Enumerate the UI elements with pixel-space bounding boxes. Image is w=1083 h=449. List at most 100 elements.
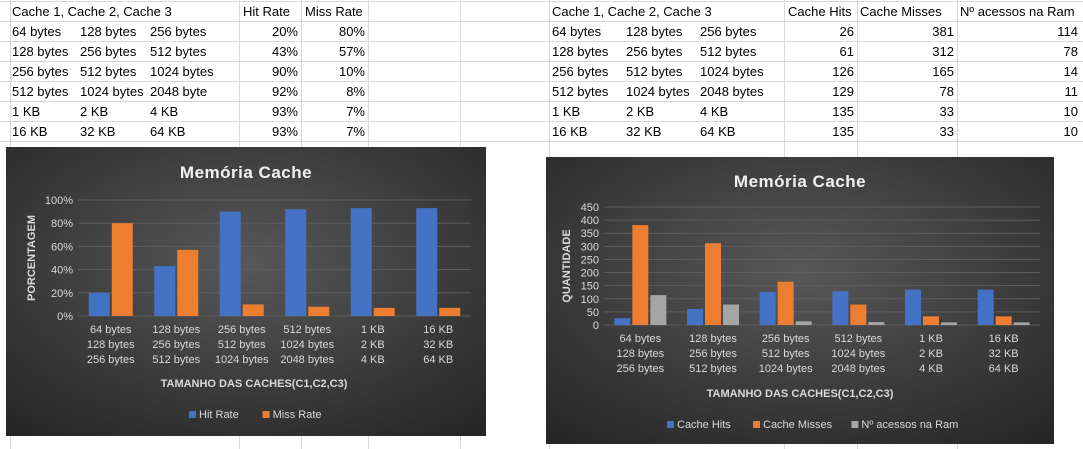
cell-hit-rate[interactable]: 93% [271,104,298,119]
cell-cache1[interactable]: 128 bytes [12,44,69,59]
cell-cache-misses[interactable]: 381 [932,24,954,39]
cell-cache1[interactable]: 256 bytes [12,64,69,79]
cell-cache3[interactable]: 1024 bytes [150,64,214,79]
cell-miss-rate[interactable]: 7% [346,124,365,139]
cell-cache-hits[interactable]: 129 [832,84,854,99]
cell-cache3[interactable]: 512 bytes [150,44,207,59]
cell-cache-hits[interactable]: 135 [832,104,854,119]
cell-cache3[interactable]: 512 bytes [700,44,757,59]
header-cache-sizes[interactable]: Cache 1, Cache 2, Cache 3 [552,4,712,19]
cell-cache-hits[interactable]: 126 [832,64,854,79]
cell-ram-accesses[interactable]: 11 [1064,84,1079,99]
cell-cache2[interactable]: 1024 bytes [626,84,690,99]
cell-miss-rate[interactable]: 80% [338,24,365,39]
bar-cache-hits [832,291,849,325]
chart-hits-misses-count[interactable]: Memória Cache 0 50 100 150 200 250 300 350 400 450… [546,157,1054,444]
cell-cache-hits[interactable]: 61 [839,44,854,59]
cell-cache-misses[interactable]: 165 [932,64,954,79]
bar-cache-hits [759,291,776,325]
cell-cache-misses[interactable]: 33 [939,104,954,119]
cell-cache1[interactable]: 512 bytes [12,84,69,99]
bar-miss-rate [308,306,330,316]
cell-cache2[interactable]: 256 bytes [80,44,137,59]
bar-n-acessos-na-ram [1013,322,1030,325]
header-hit-rate[interactable]: Hit Rate [243,4,290,19]
x-tick-label: 128 bytes [689,333,737,345]
header-cache-hits[interactable]: Cache Hits [788,4,852,19]
cell-miss-rate[interactable]: 57% [338,44,365,59]
cell-miss-rate[interactable]: 7% [346,104,365,119]
cell-cache1[interactable]: 16 KB [552,124,588,139]
x-axis-title: TAMANHO DAS CACHES(C1,C2,C3) [707,388,894,400]
cell-hit-rate[interactable]: 43% [271,44,298,59]
x-tick-label: 1024 bytes [280,339,334,351]
header-ram-accesses[interactable]: Nº acessos na Ram [960,4,1075,19]
cell-cache2[interactable]: 128 bytes [626,24,683,39]
cell-hit-rate[interactable]: 20% [271,24,298,39]
cell-miss-rate[interactable]: 10% [338,64,365,79]
x-tick-label: 512 bytes [152,354,200,366]
cell-cache3[interactable]: 2048 byte [150,84,208,99]
chart-background [6,147,486,436]
cell-cache2[interactable]: 512 bytes [626,64,683,79]
cell-cache2[interactable]: 512 bytes [80,64,137,79]
cell-cache3[interactable]: 64 KB [150,124,186,139]
y-tick-label: 300 [581,241,599,253]
cell-cache-misses[interactable]: 312 [932,44,954,59]
cell-cache3[interactable]: 1024 bytes [700,64,764,79]
cell-cache-hits[interactable]: 135 [832,124,854,139]
cell-cache1[interactable]: 16 KB [12,124,48,139]
cell-cache1[interactable]: 1 KB [552,104,581,119]
cell-cache3[interactable]: 4 KB [150,104,179,119]
legend-label: Miss Rate [273,409,322,421]
cell-cache2[interactable]: 2 KB [626,104,655,119]
cell-cache3[interactable]: 2048 bytes [700,84,764,99]
cell-cache1[interactable]: 256 bytes [552,64,609,79]
chart-hit-miss-rate-svg: Memória Cache 0% 20% 40% 60% 80% 100% PORCENTAG… [6,147,486,436]
legend-swatch [262,411,270,418]
cell-cache3[interactable]: 64 KB [700,124,736,139]
cell-cache2[interactable]: 128 bytes [80,24,137,39]
cell-cache1[interactable]: 1 KB [12,104,41,119]
cell-cache1[interactable]: 64 bytes [552,24,602,39]
legend-swatch [753,421,760,428]
header-cache-misses[interactable]: Cache Misses [860,4,942,19]
x-tick-label: 512 bytes [689,363,737,375]
x-tick-label: 256 bytes [689,348,737,360]
cell-cache2[interactable]: 2 KB [80,104,109,119]
cell-hit-rate[interactable]: 93% [271,124,298,139]
cell-ram-accesses[interactable]: 78 [1063,44,1078,59]
bar-n-acessos-na-ram [650,295,667,325]
cell-miss-rate[interactable]: 8% [346,84,365,99]
cell-cache-misses[interactable]: 33 [939,124,954,139]
header-miss-rate[interactable]: Miss Rate [305,4,363,19]
cell-cache-misses[interactable]: 78 [939,84,954,99]
cell-cache3[interactable]: 256 bytes [150,24,207,39]
y-tick-label: 100 [581,294,599,306]
cell-cache2[interactable]: 32 KB [80,124,116,139]
y-tick-label: 60% [51,241,73,253]
y-tick-label: 50 [587,307,599,319]
cell-cache2[interactable]: 1024 bytes [80,84,144,99]
cell-ram-accesses[interactable]: 114 [1057,24,1078,39]
cell-cache2[interactable]: 32 KB [626,124,662,139]
cell-ram-accesses[interactable]: 10 [1063,104,1078,119]
cell-cache1[interactable]: 64 bytes [12,24,62,39]
cell-ram-accesses[interactable]: 14 [1063,64,1078,79]
x-tick-label: 128 bytes [152,324,200,336]
bar-hit-rate [285,209,307,316]
chart-hit-miss-rate[interactable]: Memória Cache 0% 20% 40% 60% 80% 100% PORCENTAG… [6,147,486,436]
cell-cache1[interactable]: 128 bytes [552,44,609,59]
cell-cache3[interactable]: 256 bytes [700,24,757,39]
cell-cache-hits[interactable]: 26 [839,24,854,39]
header-cache-sizes[interactable]: Cache 1, Cache 2, Cache 3 [12,4,172,19]
cell-hit-rate[interactable]: 90% [271,64,298,79]
cell-ram-accesses[interactable]: 10 [1063,124,1078,139]
bar-miss-rate [439,307,461,316]
cell-cache1[interactable]: 512 bytes [552,84,609,99]
x-tick-label: 2 KB [361,339,385,351]
cell-hit-rate[interactable]: 92% [271,84,298,99]
cell-cache2[interactable]: 256 bytes [626,44,683,59]
cell-cache3[interactable]: 4 KB [700,104,729,119]
